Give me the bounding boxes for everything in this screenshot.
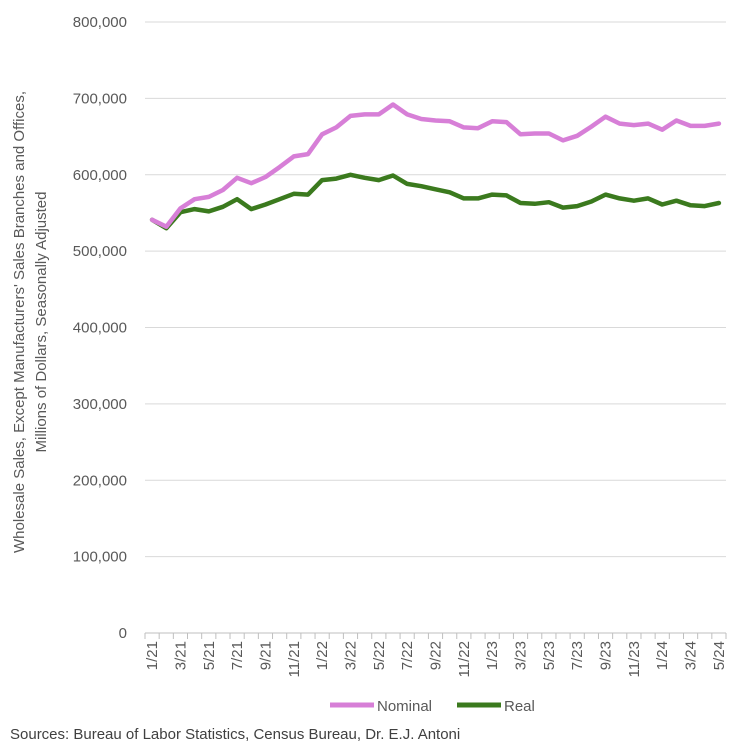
x-tick-label: 11/22	[456, 641, 473, 677]
legend: Nominal Real	[330, 698, 535, 715]
source-note: Sources: Bureau of Labor Statistics, Cen…	[10, 726, 461, 743]
x-tick-label: 9/21	[257, 641, 274, 670]
legend-item-nominal[interactable]: Nominal	[330, 698, 432, 715]
x-tick-label: 3/21	[172, 641, 189, 670]
x-tick-label: 5/21	[201, 641, 218, 670]
series-line-nominal	[149, 102, 722, 229]
y-tick-label: 100,000	[73, 549, 127, 566]
y-axis-title: Wholesale Sales, Except Manufacturers' S…	[11, 91, 50, 553]
y-axis-ticks: 0 100,000 200,000 300,000 400,000 500,000 600,…	[73, 14, 127, 642]
y-tick-label: 400,000	[73, 320, 127, 337]
x-tick-label: 3/23	[513, 641, 530, 670]
series-line-real	[149, 172, 722, 231]
legend-label-real: Real	[504, 698, 535, 715]
x-tick-label: 7/23	[569, 641, 586, 670]
y-tick-label: 0	[119, 625, 127, 642]
x-tick-label: 5/22	[371, 641, 388, 670]
x-tick-label: 5/24	[711, 641, 728, 670]
x-tick-label: 11/21	[286, 641, 303, 677]
x-tick-label: 3/22	[342, 641, 359, 670]
x-tick-label: 9/22	[428, 641, 445, 670]
x-tick-label: 7/21	[229, 641, 246, 670]
y-tick-label: 300,000	[73, 396, 127, 413]
y-tick-label: 600,000	[73, 167, 127, 184]
x-tick-label: 1/21	[144, 641, 161, 670]
gridlines	[145, 21, 726, 558]
y-tick-label: 800,000	[73, 14, 127, 31]
x-tick-label: 1/23	[484, 641, 501, 670]
y-tick-label: 700,000	[73, 90, 127, 107]
x-tick-label: 7/22	[399, 641, 416, 670]
y-tick-label: 500,000	[73, 243, 127, 260]
x-tick-label: 1/22	[314, 641, 331, 670]
y-tick-label: 200,000	[73, 472, 127, 489]
x-tick-label: 1/24	[654, 641, 671, 670]
x-tick-label: 3/24	[683, 641, 700, 670]
x-tick-label: 11/23	[626, 641, 643, 677]
y-axis-title-line-2: Millions of Dollars, Seasonally Adjusted	[33, 192, 50, 453]
y-axis-title-line-1: Wholesale Sales, Except Manufacturers' S…	[11, 91, 28, 553]
legend-item-real[interactable]: Real	[457, 698, 535, 715]
legend-label-nominal: Nominal	[377, 698, 432, 715]
x-axis: 1/21 3/21 5/21 7/21 9/21 11/21 1/22 3/22 5/22 7/2…	[144, 632, 728, 677]
x-tick-label: 5/23	[541, 641, 558, 670]
series-lines	[149, 102, 722, 231]
x-tick-label: 9/23	[598, 641, 615, 670]
